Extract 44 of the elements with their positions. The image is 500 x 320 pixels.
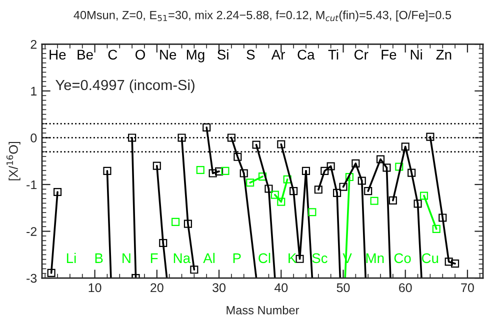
annotation: Cr [354,50,368,60]
annotation: Fe [382,50,396,60]
annotation: Cl [258,252,270,264]
annotation: Ne [160,50,176,60]
annotation: Be [78,50,93,60]
y-tick-label: 2 [30,40,37,49]
annotation: Ye=0.4997 (incom-Si) [56,79,194,94]
annotation: S [246,50,255,60]
annotation: He [50,50,66,60]
annotation: Si [218,49,228,60]
y-tick-label: -2 [26,227,37,236]
annotation: Ca [298,50,315,60]
chart-title: 40Msun, Z=0, E$_{51}$=30, mix 2.24−5.88, f=0.12, M$_{cut}$(fin)=5.43, [O/Fe]=0.5 [74,10,452,22]
annotation: Na [174,253,191,264]
annotation: Ar [271,50,285,60]
x-tick-label: 40 [274,283,288,292]
annotation: Mn [366,253,384,263]
x-tick-label: 60 [399,283,412,292]
annotation: Al [203,252,215,263]
annotation: Sc [312,253,328,264]
x-tick-label: 50 [336,283,350,292]
y-tick-label: -1 [26,180,37,190]
annotation: Li [66,252,76,263]
x-tick-label: 20 [150,283,164,292]
annotation: Zn [436,50,452,60]
x-tick-label: 30 [212,283,226,292]
x-tick-label: 10 [88,283,102,292]
annotation: B [95,253,103,263]
y-axis-title: [X/$^{16}$O] [6,142,20,180]
annotation: O [136,50,145,60]
y-tick-label: -3 [26,274,37,283]
x-axis-title: Mass Number [226,306,300,314]
annotation: Mg [186,50,204,62]
annotation: N [122,253,130,263]
annotation: Cu [422,253,438,264]
annotation: Ti [328,49,338,60]
y-tick-label: 0 [30,134,37,142]
annotation: C [108,50,118,60]
x-tick-label: 70 [461,283,474,292]
annotation: Ni [410,49,422,60]
annotation: F [150,253,158,263]
y-tick-label: 1 [31,86,37,96]
annotation: P [233,253,241,263]
annotation: Co [394,253,411,264]
